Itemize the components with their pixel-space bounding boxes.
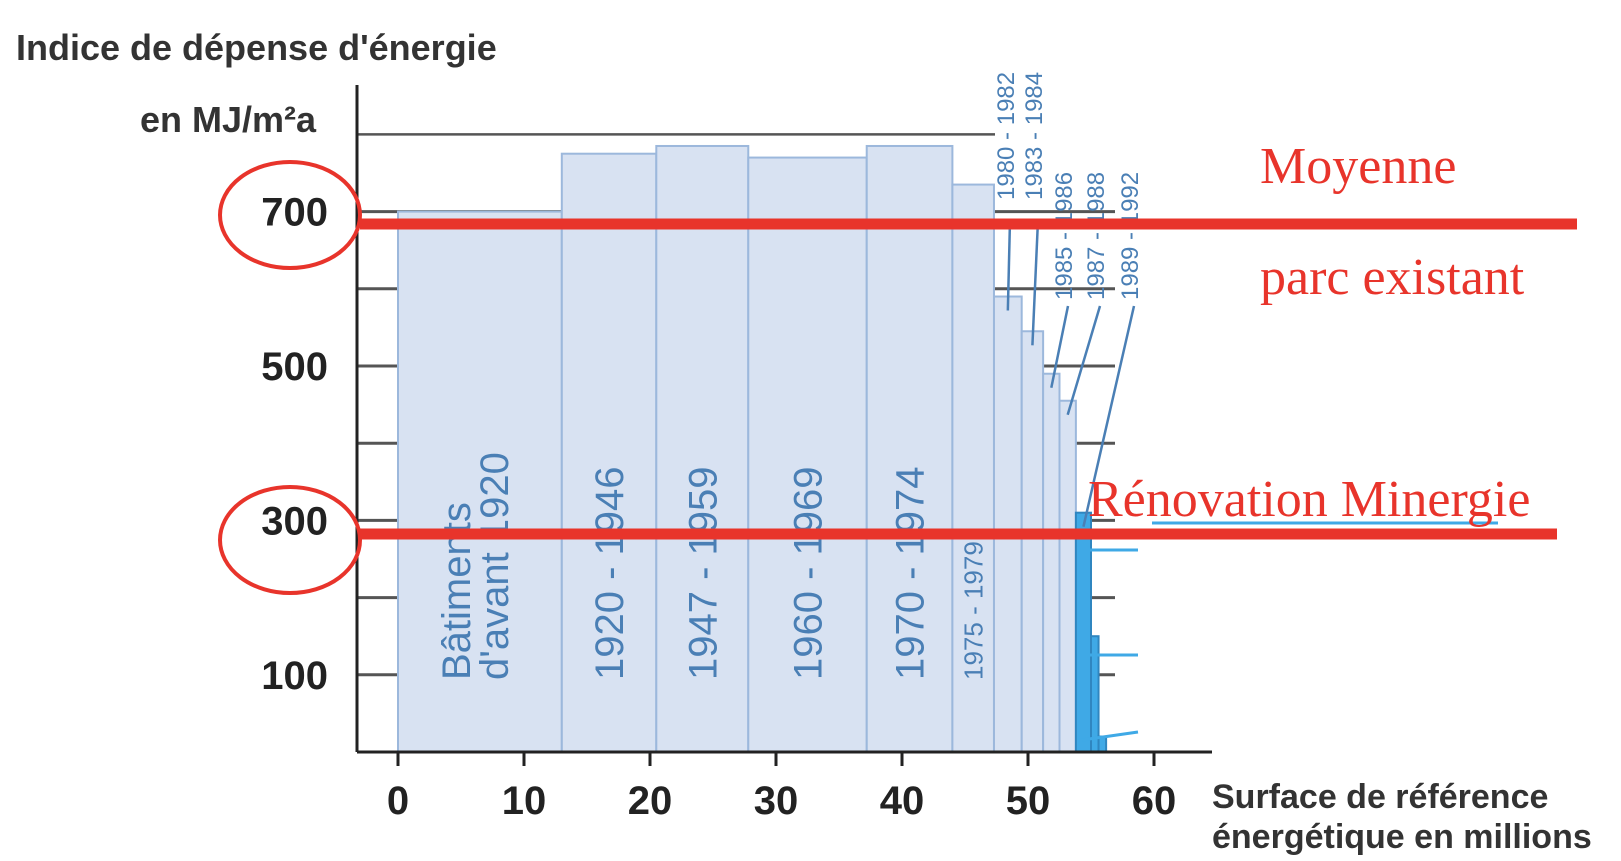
highlight-circle-700 (218, 160, 362, 270)
annotation-renovation-minergie: Rénovation Minergie (1088, 471, 1530, 528)
y-tick-label-700: 700 (261, 191, 328, 235)
bar-2 (560, 152, 658, 753)
bar-9 (1042, 372, 1061, 753)
y-axis-title-line1: Indice de dépense d'énergie (16, 27, 497, 68)
bar-label-3: 1947 - 1959 (681, 466, 725, 680)
x-tick-label-40: 40 (880, 779, 925, 823)
leader-line-11 (1082, 305, 1136, 527)
bar-label-10: 1987 - 1988 (1083, 172, 1110, 300)
bar-7 (992, 295, 1023, 753)
annotations: Moyenne parc existant Rénovation Minergi… (218, 138, 1577, 595)
y-tick-label-500: 500 (261, 345, 328, 389)
leader-line-8 (1031, 219, 1040, 346)
bar-label-9: 1985 - 1986 (1051, 172, 1078, 300)
x-tick-label-0: 0 (387, 779, 409, 823)
x-axis-title-line2: énergétique en millions (1212, 818, 1592, 856)
bar-label-4: 1960 - 1969 (787, 466, 831, 680)
bar-label-11: 1989 - 1992 (1117, 172, 1144, 300)
bar-label-8: 1983 - 1984 (1021, 72, 1048, 200)
leader-line-10 (1066, 305, 1102, 416)
bar-label-7: 1980 - 1982 (993, 72, 1020, 200)
bar-label-2: 1920 - 1946 (588, 466, 632, 680)
bar-1 (397, 210, 563, 754)
leader-line-9 (1050, 305, 1070, 388)
x-tick-label-50: 50 (1006, 779, 1051, 823)
highlight-circle-300 (218, 485, 362, 595)
leader-lines (1006, 219, 1498, 742)
x-tick-label-60: 60 (1132, 779, 1177, 823)
annotation-moyenne: Moyenne (1260, 138, 1456, 195)
y-tick-label-100: 100 (261, 654, 328, 698)
y-axis-title-line2: en MJ/m²a (140, 99, 317, 140)
bar-6 (951, 183, 995, 753)
bars: Bâtimentsd'avant 1920 1920 - 1946 1947 - 1… (397, 72, 1144, 754)
leader-line-7 (1006, 219, 1012, 311)
y-tick-label-300: 300 (261, 499, 328, 543)
x-tick-label-30: 30 (754, 779, 799, 823)
x-axis-title-line1: Surface de référence (1212, 778, 1548, 816)
x-tick-label-20: 20 (628, 779, 673, 823)
bar-label-6: 1975 - 1979 (958, 541, 988, 680)
x-tick-label-10: 10 (502, 779, 547, 823)
recent-marker-3 (1081, 730, 1139, 742)
bar-8 (1020, 330, 1045, 753)
bar-label-5: 1970 - 1974 (889, 466, 933, 680)
tick-labels: 0 10 20 30 40 50 60 100 300 500 700 (261, 191, 1176, 823)
bar-label-1: Bâtimentsd'avant 1920 (435, 452, 517, 680)
bar-10 (1058, 399, 1077, 753)
annotation-parc-existant: parc existant (1260, 249, 1525, 306)
